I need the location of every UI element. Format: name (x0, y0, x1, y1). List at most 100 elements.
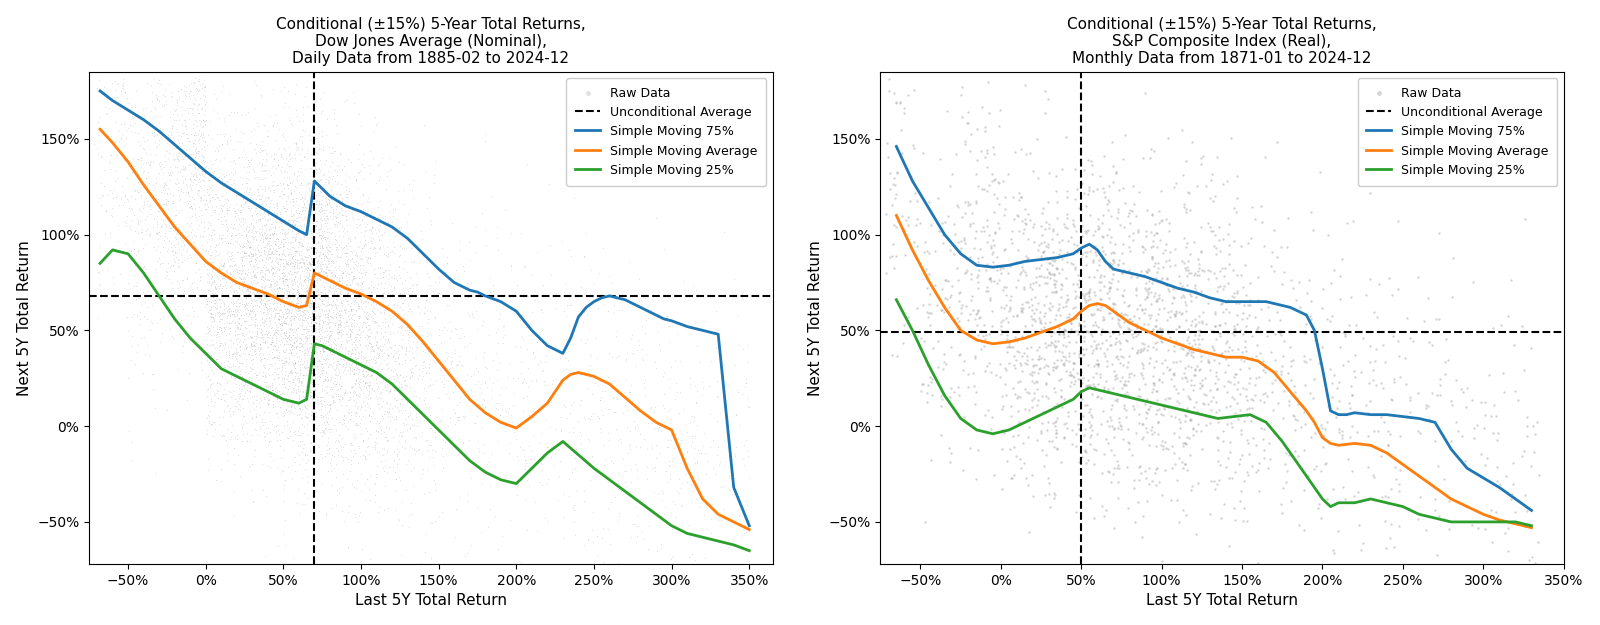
Raw Data (1291, 525, 1317, 535)
Raw Data (336, 404, 362, 414)
Raw Data (976, 293, 1002, 303)
Raw Data (363, 248, 389, 258)
Raw Data (293, 449, 318, 459)
Raw Data (285, 208, 310, 217)
Raw Data (229, 285, 254, 295)
Raw Data (1178, 414, 1203, 424)
Raw Data (352, 311, 378, 321)
Raw Data (224, 267, 250, 277)
Raw Data (280, 251, 306, 261)
Raw Data (307, 186, 333, 196)
Raw Data (125, 248, 150, 258)
Raw Data (254, 401, 280, 411)
Raw Data (221, 259, 246, 269)
Raw Data (171, 255, 197, 265)
Raw Data (1040, 247, 1066, 257)
Raw Data (976, 107, 1002, 118)
Raw Data (1291, 356, 1317, 366)
Raw Data (275, 462, 301, 472)
Raw Data (1115, 504, 1141, 514)
Raw Data (882, 263, 907, 273)
Raw Data (1030, 246, 1056, 256)
Raw Data (486, 410, 512, 420)
Raw Data (1270, 386, 1296, 396)
Raw Data (1384, 474, 1410, 484)
Raw Data (234, 248, 259, 258)
Raw Data (170, 304, 195, 314)
Raw Data (334, 259, 360, 269)
Raw Data (541, 375, 566, 385)
Raw Data (1195, 357, 1221, 367)
Raw Data (1082, 246, 1107, 256)
Raw Data (253, 268, 278, 278)
Raw Data (275, 183, 301, 193)
Simple Moving 75% (654, 315, 674, 322)
Raw Data (310, 272, 336, 282)
Raw Data (619, 334, 645, 344)
Raw Data (288, 189, 314, 199)
Raw Data (1362, 472, 1387, 482)
Raw Data (1298, 311, 1323, 321)
Raw Data (283, 269, 309, 279)
Raw Data (493, 406, 518, 416)
Raw Data (238, 282, 264, 292)
Raw Data (1131, 432, 1157, 442)
Raw Data (248, 292, 274, 302)
Raw Data (984, 252, 1010, 262)
Raw Data (206, 294, 232, 304)
Raw Data (1046, 299, 1072, 309)
Raw Data (323, 265, 349, 275)
Raw Data (374, 408, 400, 418)
Raw Data (342, 509, 368, 519)
Raw Data (301, 377, 326, 387)
Raw Data (926, 193, 952, 203)
Raw Data (323, 485, 349, 495)
Raw Data (198, 210, 224, 220)
Raw Data (221, 349, 246, 359)
Raw Data (298, 318, 323, 328)
Raw Data (1083, 446, 1109, 456)
Raw Data (211, 395, 237, 405)
Raw Data (1178, 394, 1203, 404)
Raw Data (531, 280, 557, 290)
Raw Data (179, 312, 205, 322)
Raw Data (466, 366, 491, 376)
Raw Data (534, 442, 560, 452)
Raw Data (552, 512, 578, 522)
Raw Data (1040, 362, 1066, 372)
Raw Data (190, 226, 216, 236)
Raw Data (286, 311, 312, 321)
Raw Data (208, 291, 234, 301)
Raw Data (243, 139, 269, 149)
Raw Data (230, 311, 256, 321)
Raw Data (357, 253, 382, 262)
Raw Data (280, 120, 306, 130)
Raw Data (1048, 355, 1074, 365)
Raw Data (269, 389, 294, 399)
Raw Data (291, 125, 317, 135)
Raw Data (243, 300, 269, 310)
Raw Data (366, 235, 392, 245)
Raw Data (250, 255, 275, 265)
Raw Data (379, 206, 405, 216)
Raw Data (1181, 407, 1206, 417)
Raw Data (429, 444, 454, 454)
Raw Data (232, 341, 258, 351)
Raw Data (451, 438, 477, 448)
Raw Data (304, 286, 330, 296)
Raw Data (262, 329, 288, 339)
Raw Data (394, 459, 419, 469)
Raw Data (1147, 409, 1173, 419)
Raw Data (306, 258, 331, 268)
Raw Data (582, 333, 608, 343)
Raw Data (230, 129, 256, 139)
Raw Data (1078, 412, 1104, 422)
Raw Data (1306, 503, 1331, 513)
Raw Data (1102, 366, 1128, 376)
Simple Moving 25% (1314, 495, 1333, 502)
Raw Data (328, 341, 354, 351)
Raw Data (571, 540, 597, 550)
Raw Data (733, 378, 758, 388)
Raw Data (368, 268, 394, 278)
Raw Data (1037, 341, 1062, 351)
